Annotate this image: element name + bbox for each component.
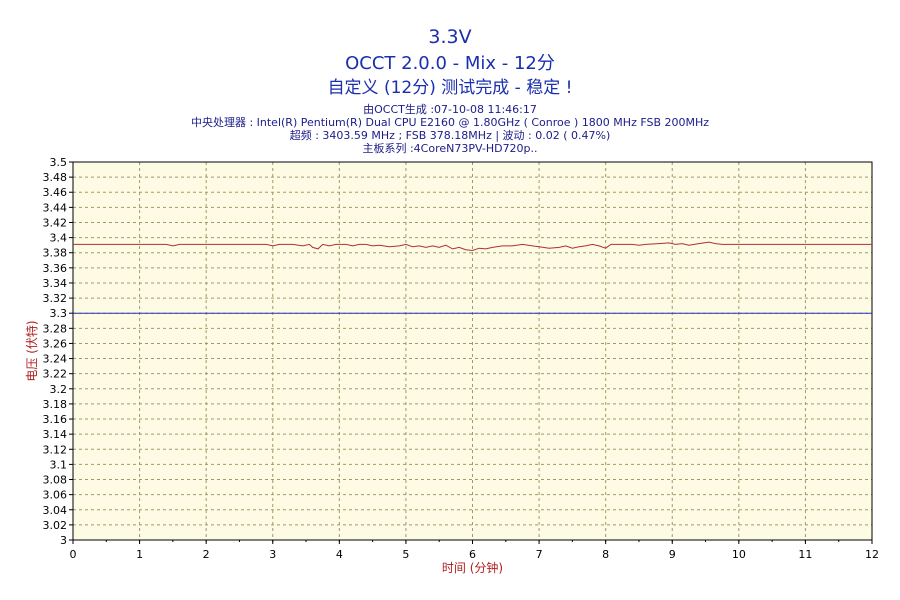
- chart-title: 3.3V: [428, 26, 472, 48]
- x-tick-label: 11: [798, 548, 812, 561]
- x-tick-label: 12: [865, 548, 879, 561]
- plot-border: [72, 161, 873, 541]
- y-tick-label: 3.36: [43, 262, 68, 275]
- x-tick-label: 1: [136, 548, 143, 561]
- x-tick-label: 0: [70, 548, 77, 561]
- x-tick-label: 5: [402, 548, 409, 561]
- y-tick-label: 3.32: [43, 292, 68, 305]
- x-tick-label: 8: [602, 548, 609, 561]
- y-tick-label: 3.08: [43, 474, 68, 487]
- x-tick-label: 6: [469, 548, 476, 561]
- y-tick-label: 3.16: [43, 413, 68, 426]
- y-tick-label: 3.34: [43, 277, 68, 290]
- y-axis-label: 电压 (伏特): [24, 320, 39, 381]
- y-tick-label: 3.18: [43, 398, 68, 411]
- y-tick-label: 3.14: [43, 428, 68, 441]
- measured-voltage-line: [73, 241, 872, 252]
- y-tick-label: 3.26: [43, 337, 68, 350]
- y-tick-label: 3.46: [43, 186, 68, 199]
- y-tick-label: 3: [60, 534, 67, 547]
- y-tick-label: 3.22: [43, 368, 68, 381]
- info-cpu: 中央处理器 : Intel(R) Pentium(R) Dual CPU E21…: [190, 116, 710, 129]
- info-overclock: 超频 : 3403.59 MHz ; FSB 378.18MHz | 波动 : …: [289, 129, 611, 142]
- chart-subtitle: OCCT 2.0.0 - Mix - 12分: [345, 53, 555, 74]
- y-tick-label: 3.02: [43, 519, 68, 532]
- info-generated: 由OCCT生成 :07-10-08 11:46:17: [363, 103, 537, 116]
- test-status: 自定义 (12分) 测试完成 - 稳定 !: [327, 78, 573, 98]
- y-tick-label: 3.06: [43, 489, 68, 502]
- x-tick-label: 7: [536, 548, 543, 561]
- y-tick-label: 3.38: [43, 247, 68, 260]
- y-tick-label: 3.44: [43, 201, 68, 214]
- x-tick-label: 3: [269, 548, 276, 561]
- y-tick-label: 3.42: [43, 216, 68, 229]
- y-tick-label: 3.12: [43, 443, 68, 456]
- y-tick-label: 3.2: [50, 383, 68, 396]
- info-motherboard: 主板系列 :4CoreN73PV-HD720p..: [362, 142, 538, 155]
- x-tick-label: 10: [732, 548, 746, 561]
- x-tick-label: 9: [669, 548, 676, 561]
- y-tick-label: 3.24: [43, 353, 68, 366]
- y-tick-label: 3.3: [50, 307, 68, 320]
- x-tick-label: 2: [203, 548, 210, 561]
- y-tick-label: 3.48: [43, 171, 68, 184]
- y-tick-label: 3.04: [43, 504, 68, 517]
- x-tick-label: 4: [336, 548, 343, 561]
- y-tick-label: 3.5: [50, 156, 68, 169]
- y-tick-label: 3.1: [50, 458, 68, 471]
- y-tick-label: 3.4: [50, 232, 68, 245]
- y-tick-label: 3.28: [43, 322, 68, 335]
- x-axis-label: 时间 (分钟): [442, 560, 503, 575]
